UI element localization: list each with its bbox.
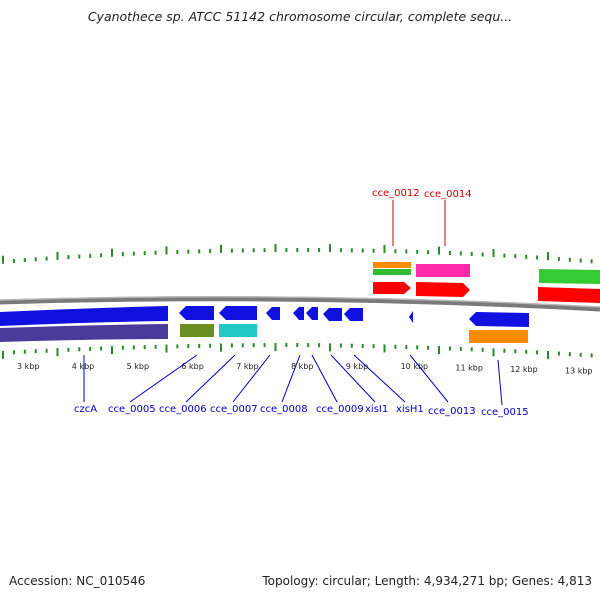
cce-0006-arrow[interactable] — [219, 306, 257, 320]
cce-0009-arrow[interactable] — [306, 307, 318, 320]
cce-0005-arrow[interactable] — [179, 306, 214, 320]
upper-feature-track — [373, 262, 600, 303]
backbone-highlight — [0, 296, 600, 308]
pink-band — [416, 264, 470, 277]
label-connectors — [83, 354, 503, 406]
red-arrow — [373, 282, 411, 294]
kbp-label: 3 kbp — [17, 362, 39, 371]
gene-label-cce-0009[interactable]: cce_0009 — [316, 404, 364, 415]
gene-label-cce-0007[interactable]: cce_0007 — [210, 404, 258, 415]
czca-band[interactable] — [0, 324, 168, 342]
cce-0015-arrow[interactable] — [469, 312, 529, 327]
gene-label-xisi1[interactable]: xisI1 — [365, 404, 388, 415]
gene-label-cce-0005[interactable]: cce_0005 — [108, 404, 156, 415]
map-title: Cyanothece sp. ATCC 51142 chromosome cir… — [87, 9, 513, 24]
czca-feature[interactable] — [0, 306, 168, 326]
chromosome-backbone — [0, 296, 600, 312]
inner-tick-ring — [2, 343, 593, 359]
kbp-axis-labels: 3 kbp 4 kbp 5 kbp 6 kbp 7 kbp 8 kbp 9 kbp 10 kb… — [17, 362, 593, 376]
upper-label-connectors — [392, 200, 446, 246]
gene-label-cce-0015[interactable]: cce_0015 — [481, 407, 529, 418]
gene-label-xish1[interactable]: xisH1 — [396, 404, 424, 415]
outer-tick-ring — [2, 244, 593, 264]
kbp-label: 12 kbp — [510, 365, 538, 374]
xisi1-arrow[interactable] — [323, 308, 342, 321]
green-block — [539, 269, 600, 284]
cce-0013-arrow[interactable] — [409, 311, 413, 323]
gene-label-cce-0012[interactable]: cce_0012 — [372, 188, 420, 199]
kbp-label: 8 kbp — [291, 362, 313, 371]
topology-summary: Topology: circular; Length: 4,934,271 bp… — [262, 574, 592, 588]
kbp-label: 10 kbp — [401, 362, 429, 371]
right-feature-block[interactable] — [538, 269, 600, 303]
gene-label-cce-0008[interactable]: cce_0008 — [260, 404, 308, 415]
accession-text: Accession: NC_010546 — [9, 574, 146, 588]
kbp-label: 13 kbp — [565, 367, 593, 376]
lower-feature-track — [0, 306, 529, 343]
kbp-label: 6 kbp — [181, 362, 203, 371]
red-arrow — [416, 282, 470, 297]
cce-0008-arrow[interactable] — [293, 307, 304, 320]
cce-0007-arrow[interactable] — [266, 307, 280, 320]
cce-0005-band[interactable] — [180, 324, 214, 337]
kbp-label: 4 kbp — [72, 362, 94, 371]
cce-0014-feature[interactable] — [416, 264, 470, 297]
green-band — [373, 269, 411, 275]
cce-0006-band[interactable] — [219, 324, 257, 337]
orange-band — [373, 262, 411, 268]
gene-label-czca[interactable]: czcA — [74, 404, 97, 415]
gene-label-cce-0014[interactable]: cce_0014 — [424, 189, 472, 200]
kbp-label: 9 kbp — [346, 362, 368, 371]
xish1-arrow[interactable] — [344, 308, 363, 321]
cce-0012-feature[interactable] — [373, 262, 411, 294]
gene-label-cce-0006[interactable]: cce_0006 — [159, 404, 207, 415]
red-block — [538, 287, 600, 303]
kbp-label: 5 kbp — [127, 362, 149, 371]
gene-label-cce-0013[interactable]: cce_0013 — [428, 406, 476, 417]
upper-gene-labels: cce_0012 cce_0014 — [372, 188, 472, 200]
cce-0015-band[interactable] — [469, 330, 528, 343]
kbp-label: 7 kbp — [236, 362, 258, 371]
lower-gene-labels: czcA cce_0005 cce_0006 cce_0007 cce_0008… — [74, 404, 529, 418]
kbp-label: 11 kbp — [455, 364, 483, 373]
